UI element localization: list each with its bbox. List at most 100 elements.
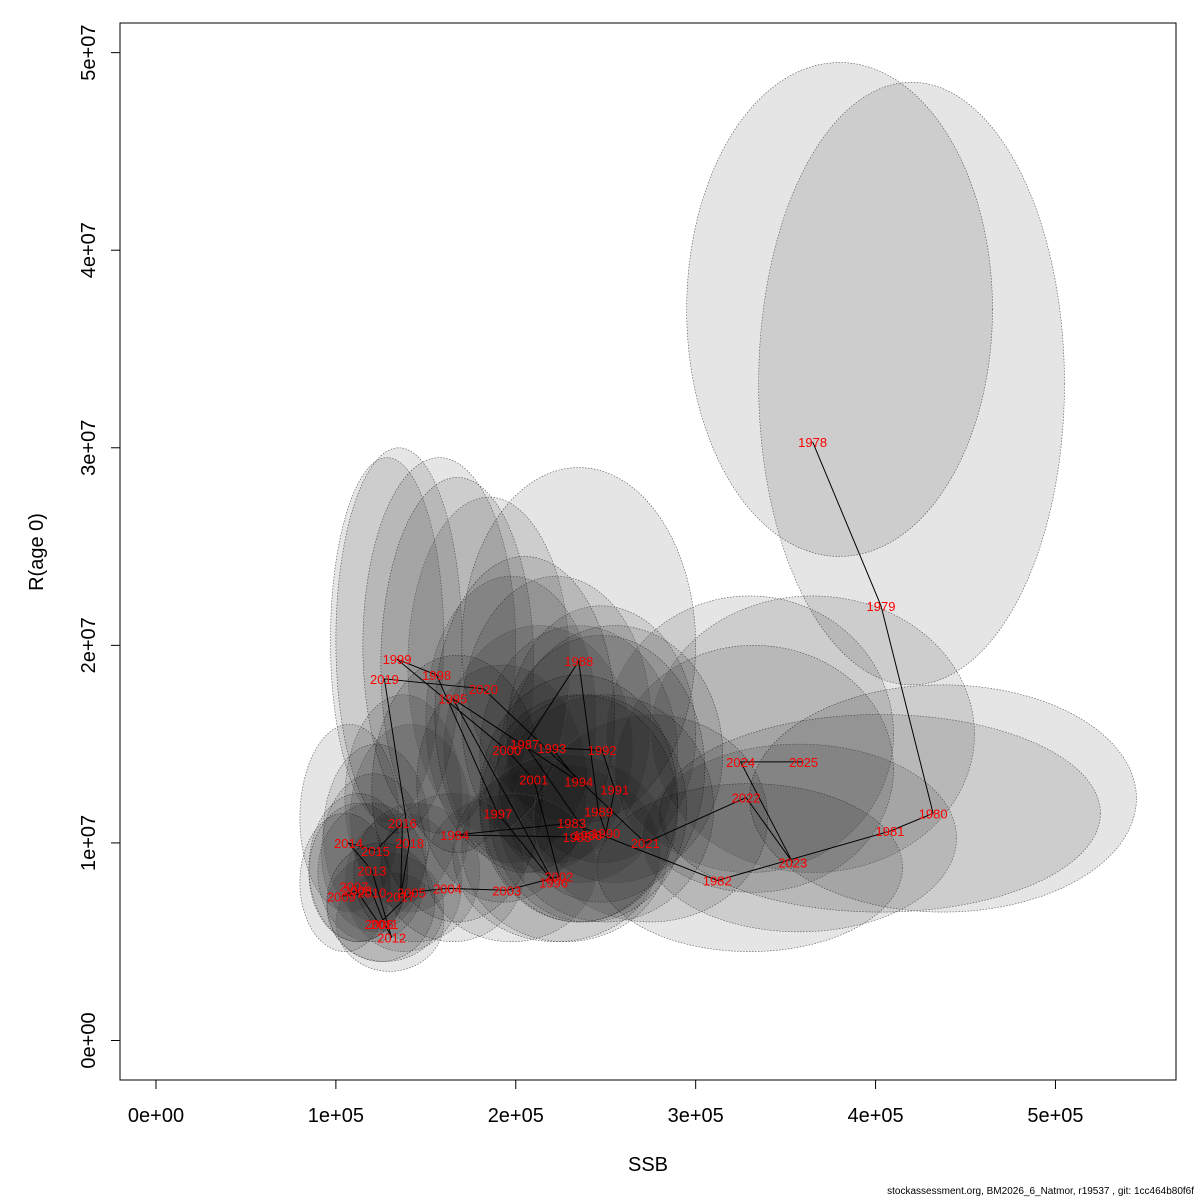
year-label: 1986 xyxy=(573,828,602,843)
trajectory-line xyxy=(341,441,934,938)
year-label: 2012 xyxy=(377,931,406,946)
confidence-ellipse xyxy=(659,714,1101,913)
confidence-ellipse xyxy=(371,654,544,923)
confidence-ellipse xyxy=(461,467,696,824)
year-label: 2004 xyxy=(433,881,462,896)
year-label: 2011 xyxy=(370,917,398,932)
y-tick-label: 0e+00 xyxy=(78,1012,100,1068)
year-label: 2019 xyxy=(370,672,399,687)
year-label: 2025 xyxy=(789,755,818,770)
year-label: 1991 xyxy=(600,783,629,798)
year-label: 2001 xyxy=(519,773,548,788)
year-label: 2010 xyxy=(357,885,386,900)
confidence-ellipse xyxy=(380,477,535,854)
year-label: 2000 xyxy=(492,743,521,758)
confidence-ellipses xyxy=(299,62,1137,972)
y-tick-label: 2e+07 xyxy=(78,617,100,673)
year-label: 1987 xyxy=(510,737,539,752)
year-label: 1996 xyxy=(539,875,568,890)
y-tick-label: 5e+07 xyxy=(78,25,100,81)
confidence-ellipse xyxy=(479,625,678,883)
confidence-ellipse xyxy=(326,852,445,962)
year-label: 1994 xyxy=(564,775,593,790)
y-tick-label: 1e+07 xyxy=(78,815,100,871)
confidence-ellipse xyxy=(425,575,598,863)
year-label: 2013 xyxy=(357,864,386,879)
confidence-ellipse xyxy=(497,694,714,923)
confidence-ellipse xyxy=(330,457,445,824)
confidence-ellipse xyxy=(506,625,723,883)
confidence-ellipse xyxy=(322,743,430,923)
year-label: 2002 xyxy=(544,870,573,885)
year-label: 1997 xyxy=(483,806,512,821)
year-label: 1982 xyxy=(703,873,732,888)
y-axis-label: R(age 0) xyxy=(26,513,48,591)
year-label: 2007 xyxy=(339,879,368,894)
year-label: 1998 xyxy=(422,668,451,683)
y-axis: 0e+00 1e+07 2e+07 3e+07 4e+07 5e+07 xyxy=(78,25,121,1069)
year-label: 2008 xyxy=(343,883,372,898)
year-label: 2017 xyxy=(386,889,415,904)
confidence-ellipse xyxy=(461,575,651,863)
year-label: 1981 xyxy=(876,824,905,839)
year-label: 1989 xyxy=(584,804,613,819)
year-label: 1988 xyxy=(564,654,593,669)
confidence-ellipse xyxy=(479,694,678,923)
confidence-ellipse xyxy=(452,763,660,943)
year-label: 1993 xyxy=(537,741,566,756)
year-label: 1978 xyxy=(798,435,827,450)
year-label: 2016 xyxy=(388,816,417,831)
confidence-ellipse xyxy=(461,753,669,943)
confidence-ellipse xyxy=(349,724,472,913)
year-label: 2022 xyxy=(732,790,761,805)
year-label: 2023 xyxy=(778,856,807,871)
confidence-ellipse xyxy=(380,793,526,943)
confidence-ellipse xyxy=(497,635,705,903)
confidence-ellipse xyxy=(596,783,903,952)
confidence-ellipse xyxy=(614,645,894,893)
y-tick-label: 3e+07 xyxy=(78,420,100,476)
x-tick-label: 2e+05 xyxy=(488,1105,544,1127)
confidence-ellipse xyxy=(443,625,634,873)
year-label: 1999 xyxy=(383,652,412,667)
confidence-ellipse xyxy=(362,457,517,834)
confidence-ellipse xyxy=(650,595,975,873)
year-label: 1990 xyxy=(591,826,620,841)
confidence-ellipse xyxy=(353,803,481,943)
x-tick-label: 1e+05 xyxy=(308,1105,364,1127)
confidence-ellipse xyxy=(758,81,1065,686)
year-label: 1985 xyxy=(562,830,591,845)
year-label: 2024 xyxy=(726,755,755,770)
confidence-ellipse xyxy=(749,684,1137,913)
confidence-ellipse xyxy=(299,812,391,952)
confidence-ellipse xyxy=(317,803,427,943)
year-label: 2003 xyxy=(492,883,521,898)
year-label: 2009 xyxy=(327,889,356,904)
x-tick-label: 0e+00 xyxy=(128,1105,184,1127)
year-label: 2018 xyxy=(395,836,424,851)
year-label: 1992 xyxy=(588,743,617,758)
year-label: 1983 xyxy=(557,816,586,831)
x-tick-label: 4e+05 xyxy=(847,1105,903,1127)
year-label: 1995 xyxy=(438,692,467,707)
confidence-ellipse xyxy=(416,664,589,903)
footer-credit: stockassessment.org, BM2026_6_Natmor, r1… xyxy=(887,1186,1194,1197)
confidence-ellipse xyxy=(641,743,957,933)
confidence-ellipse xyxy=(686,62,993,557)
confidence-ellipse xyxy=(425,793,598,943)
x-axis: 0e+00 1e+05 2e+05 3e+05 4e+05 5e+05 xyxy=(128,1079,1084,1127)
year-label: 1979 xyxy=(867,599,896,614)
y-tick-label: 4e+07 xyxy=(78,222,100,278)
confidence-ellipse xyxy=(605,595,894,873)
x-axis-label: SSB xyxy=(628,1154,668,1176)
year-label: 2015 xyxy=(361,844,390,859)
year-label: 2020 xyxy=(469,682,498,697)
x-tick-label: 5e+05 xyxy=(1027,1105,1083,1127)
year-label: 2005 xyxy=(397,885,426,900)
year-label: 1984 xyxy=(440,828,469,843)
confidence-ellipse xyxy=(299,724,400,913)
year-label: 2021 xyxy=(631,836,660,851)
year-label: 2014 xyxy=(334,836,363,851)
